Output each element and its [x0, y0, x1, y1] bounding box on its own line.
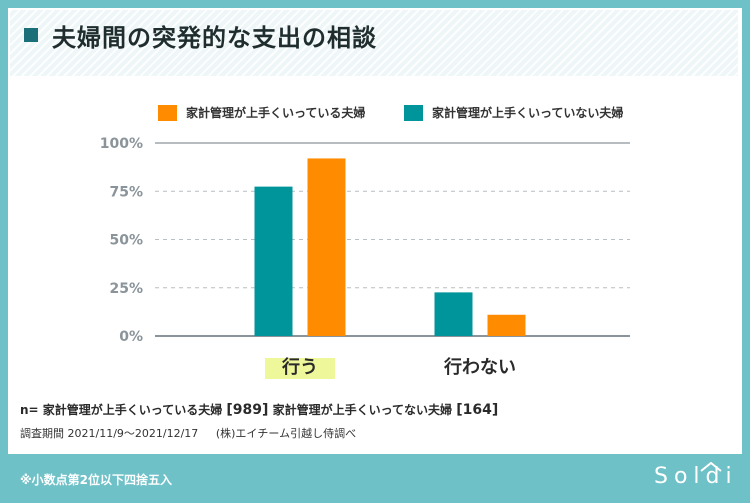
- bar-bad-1: [434, 292, 473, 336]
- y-axis: 0% 25% 50% 75% 100%: [100, 136, 143, 345]
- n-good-value: [989]: [226, 402, 269, 418]
- survey-period: 調査期間 2021/11/9〜2021/12/17: [20, 427, 199, 440]
- bars: [254, 158, 526, 336]
- y-tick-label: 0%: [119, 329, 143, 345]
- n-good-label: 家計管理が上手くいっている夫婦: [42, 403, 223, 417]
- x-axis: 行う 行わない: [281, 356, 516, 378]
- chart-card: [8, 8, 742, 454]
- legend-label-good: 家計管理が上手くいっている夫婦: [186, 106, 366, 120]
- survey-info: 調査期間 2021/11/9〜2021/12/17 (株)エイチーム引越し侍調べ: [20, 425, 370, 441]
- title-square-icon: [24, 28, 38, 42]
- bar-good-1: [487, 314, 526, 336]
- soldi-logo: Soldi: [654, 464, 738, 489]
- n-bad-value: [164]: [456, 402, 499, 418]
- logo-roof-icon: [700, 462, 722, 472]
- chart-title: 夫婦間の突発的な支出の相談: [52, 24, 377, 52]
- sample-size-note: n= 家計管理が上手くいっている夫婦 [989] 家計管理が上手くいってない夫婦…: [20, 401, 498, 418]
- grid-lines: [155, 142, 630, 337]
- y-tick-label: 100%: [100, 136, 143, 152]
- y-tick-label: 75%: [109, 184, 143, 200]
- category-highlight: [265, 358, 335, 379]
- legend-swatch-bad: [404, 105, 423, 121]
- x-tick-label: 行わない: [443, 356, 516, 378]
- y-tick-label: 25%: [109, 281, 143, 297]
- x-tick-label: 行う: [281, 356, 318, 378]
- legend-label-bad: 家計管理が上手くいっていない夫婦: [432, 106, 624, 120]
- rounding-note: ※小数点第2位以下四捨五入: [20, 473, 173, 487]
- bar-bad-0: [254, 186, 293, 336]
- legend-swatch-good: [158, 105, 177, 121]
- bar-good-0: [307, 158, 346, 336]
- title-band: [10, 10, 738, 76]
- n-bad-label: 家計管理が上手くいってない夫婦: [272, 403, 453, 417]
- survey-org: (株)エイチーム引越し侍調べ: [215, 427, 357, 440]
- y-tick-label: 50%: [109, 233, 143, 249]
- category-highlight-marker: [265, 358, 335, 379]
- n-prefix: n=: [20, 403, 39, 417]
